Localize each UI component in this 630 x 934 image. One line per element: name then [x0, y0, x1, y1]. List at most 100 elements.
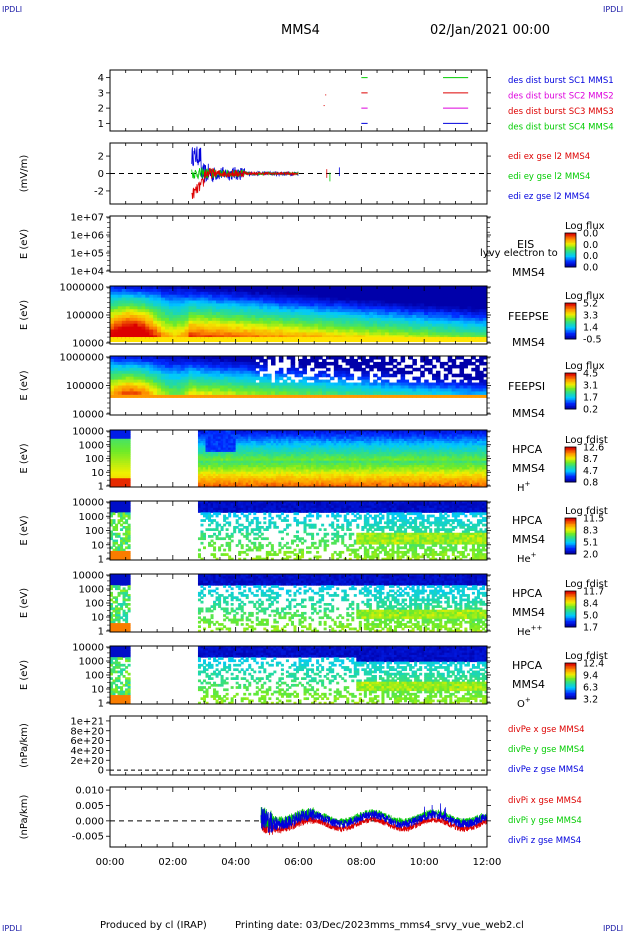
spectrogram-cell — [251, 388, 256, 392]
spectrogram-cell — [219, 361, 225, 366]
spectrogram-cell — [267, 286, 272, 290]
spectrogram-cell — [302, 382, 307, 387]
spectrogram-cell — [318, 294, 323, 299]
spectrogram-cell — [260, 440, 264, 444]
spectrogram-cell — [239, 317, 245, 322]
spectrogram-cell — [424, 320, 429, 325]
spectrogram-cell — [200, 388, 205, 392]
spectrogram-cell — [230, 430, 234, 433]
spectrogram-cell — [377, 385, 382, 390]
spectrogram-cell — [267, 391, 272, 395]
spectrogram-cell — [153, 391, 158, 395]
colorbar-cell — [565, 328, 576, 331]
spectrogram-cell — [467, 326, 472, 331]
spectrogram-cell — [251, 309, 256, 313]
spectrogram-cell — [121, 323, 127, 328]
spectrogram-cell — [260, 480, 264, 484]
spectrogram-cell — [285, 476, 289, 479]
spectrogram-cell — [459, 388, 465, 392]
spectrogram-cell — [326, 432, 330, 435]
spectrogram-cell — [321, 434, 325, 438]
spectrogram-cell — [210, 454, 214, 457]
spectrogram-cell — [459, 323, 465, 328]
spectrogram-cell — [251, 300, 256, 304]
spectrogram-cell — [200, 394, 205, 398]
colorbar-tick-label: 4.5 — [583, 369, 598, 380]
spectrogram-cell — [253, 473, 257, 477]
spectrogram-cell — [172, 297, 178, 302]
spectrogram-cell — [290, 460, 294, 464]
spectrogram-cell — [235, 462, 239, 466]
spectrogram-cell — [278, 306, 284, 310]
spectrogram-cell — [341, 315, 347, 319]
spectrogram-cell — [219, 373, 225, 378]
spectrogram-cell — [412, 358, 417, 363]
spectrogram-cell — [420, 303, 425, 307]
spectrogram-cell — [168, 291, 174, 296]
spectrogram-cell — [133, 356, 139, 360]
spectrogram-cell — [314, 315, 319, 319]
spectrogram-cell — [280, 447, 284, 451]
colorbar-tick-label: 3.1 — [583, 381, 598, 392]
spectrogram-cell — [255, 443, 259, 446]
spectrogram-cell — [117, 385, 123, 390]
spectrogram-cell — [274, 312, 280, 316]
spectrogram-cell — [451, 361, 457, 366]
spectrogram-cell — [288, 454, 292, 457]
spectrogram-cell — [212, 385, 217, 390]
spectrogram-cell — [172, 309, 178, 313]
spectrogram-cell — [280, 471, 284, 475]
spectrogram-cell — [205, 484, 209, 487]
spectrogram-cell — [435, 306, 441, 310]
spectrogram-cell — [275, 473, 279, 477]
spectrogram-cell — [215, 451, 219, 455]
spectrogram-cell — [243, 312, 249, 316]
spectrogram-cell — [290, 473, 294, 477]
spectrogram-cell — [341, 300, 347, 304]
spectrogram-cell — [133, 303, 139, 307]
spectrogram-cell — [235, 451, 239, 455]
spectrogram-cell — [301, 482, 305, 486]
spectrogram-cell — [243, 454, 247, 457]
spectrogram-cell — [228, 467, 232, 470]
spectrogram-cell — [238, 434, 242, 438]
spectrogram-cell — [404, 317, 410, 322]
spectrogram-cell — [294, 306, 300, 310]
spectrogram-cell — [260, 462, 264, 466]
spectrogram-cell — [176, 391, 182, 395]
spectrogram-cell — [145, 288, 150, 293]
spectrogram-cell — [313, 469, 317, 473]
spectrogram-cell — [337, 297, 343, 302]
spectrogram-cell — [213, 478, 217, 481]
spectrogram-cell — [353, 337, 359, 343]
spectrogram-cell — [129, 297, 135, 302]
spectrogram-cell — [274, 315, 280, 319]
spectrogram-cell — [314, 297, 319, 302]
spectrogram-cell — [253, 480, 257, 484]
spectrogram-cell — [278, 484, 282, 487]
spectrogram-cell — [137, 370, 143, 375]
spectrogram-cell — [314, 291, 319, 296]
spectrogram-cell — [110, 361, 115, 366]
spectrogram-cell — [235, 478, 239, 481]
spectrogram-cell — [479, 317, 484, 322]
colorbar-cell — [565, 254, 576, 257]
spectrogram-cell — [161, 332, 166, 336]
spectrogram-cell — [153, 382, 158, 387]
colorbar-cell — [565, 241, 576, 244]
spectrogram-cell — [125, 478, 129, 481]
spectrogram-cell — [243, 332, 249, 336]
spectrogram-cell — [293, 471, 297, 475]
spectrogram-cell — [301, 476, 305, 479]
spectrogram-cell — [121, 370, 127, 375]
spectrogram-cell — [149, 361, 154, 366]
spectrogram-cell — [322, 394, 327, 398]
spectrogram-cell — [384, 309, 390, 313]
spectrogram-cell — [233, 454, 237, 457]
spectrogram-cell — [302, 379, 307, 384]
spectrogram-cell — [357, 356, 362, 360]
spectrogram-cell — [306, 447, 310, 451]
spectrogram-cell — [443, 337, 449, 343]
spectrogram-cell — [322, 312, 327, 316]
